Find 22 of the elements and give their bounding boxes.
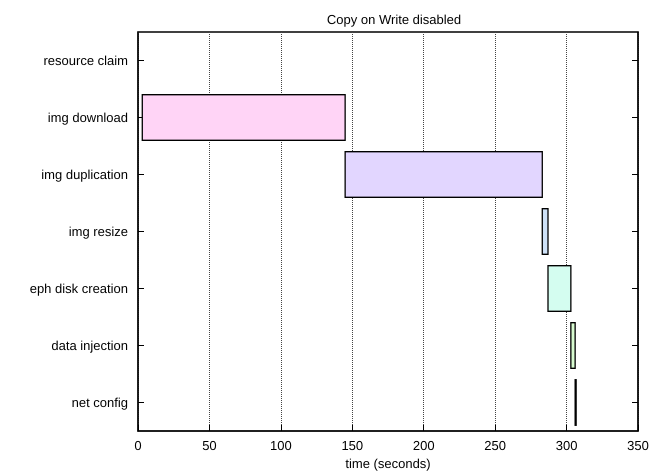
x-tick-label: 150 [341, 438, 364, 453]
bar [570, 322, 576, 369]
x-tick-label: 200 [412, 438, 435, 453]
chart-title: Copy on Write disabled [326, 12, 462, 27]
x-tick-label: 0 [134, 438, 142, 453]
y-tick-label: resource claim [43, 53, 128, 68]
y-tick-label: img resize [68, 224, 128, 239]
x-tick-label: 100 [270, 438, 292, 453]
y-tick-label: net config [72, 395, 128, 410]
x-tick-label: 350 [627, 438, 649, 453]
x-tick-label: 300 [556, 438, 578, 453]
x-axis-title: time (seconds) [345, 456, 431, 471]
bar [142, 94, 346, 141]
x-tick-label: 50 [202, 438, 217, 453]
bar [547, 265, 572, 312]
bar [344, 151, 543, 198]
y-tick-label: data injection [51, 338, 128, 353]
y-tick-label: eph disk creation [30, 281, 128, 296]
x-tick-label: 250 [484, 438, 506, 453]
y-tick-label: img download [48, 110, 128, 125]
bar [542, 208, 549, 255]
y-tick-label: img duplication [41, 167, 128, 182]
